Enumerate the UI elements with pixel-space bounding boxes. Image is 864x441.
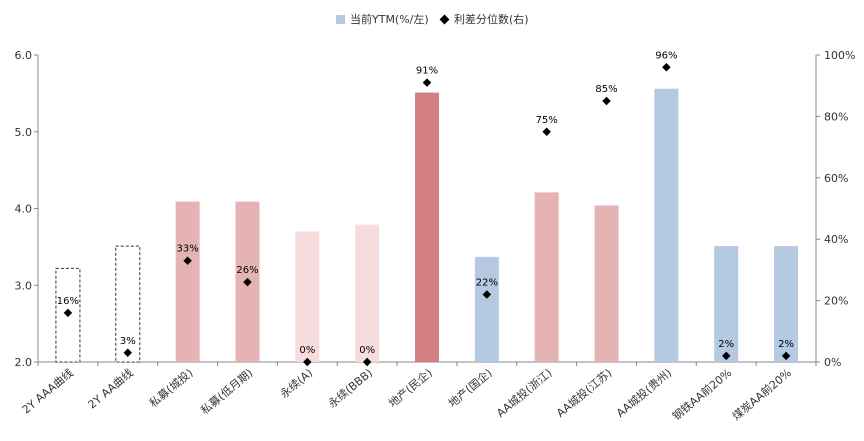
percentile-point (183, 256, 192, 265)
bars (55, 88, 799, 363)
bar (594, 205, 619, 362)
percentile-point (243, 277, 252, 287)
percentile-point (781, 351, 791, 361)
percentile-point (422, 78, 432, 87)
data-label: 33% (176, 244, 198, 255)
percentile-point (123, 348, 133, 358)
x-tick-label: 私募(低月期) (198, 366, 255, 417)
percentile-point (303, 357, 312, 367)
bar (295, 231, 320, 362)
percentile-point (721, 351, 731, 361)
data-label: 75% (536, 115, 558, 126)
data-label: 0% (359, 345, 375, 356)
x-tick-label: AA城投(江苏) (553, 366, 614, 420)
x-tick-label: 永续(A) (277, 366, 315, 401)
y-right-tick-label: 80% (824, 110, 848, 123)
x-tick-label: 私募(城投) (146, 366, 195, 411)
x-tick-label: AA城投(贵州) (613, 366, 674, 420)
legend-label-ytm: 当前YTM(%/左) (350, 12, 429, 26)
x-tick-label: 2Y AAA曲线 (19, 366, 76, 417)
bar (534, 192, 559, 362)
x-tick-label: AA城投(浙江) (494, 366, 555, 420)
bar (474, 256, 499, 362)
percentile-point (63, 308, 73, 318)
y-left-tick-label: 6.0 (15, 49, 33, 62)
x-tick-label: 地产(国企) (445, 366, 494, 411)
data-label: 85% (595, 84, 617, 95)
points: 16% 3% 33% 26% 0% 0% 91% 22% 75% 85% 96% 2% 2% (57, 50, 794, 367)
x-tick-label: 2Y AA曲线 (85, 366, 136, 412)
y-left-tick-label: 3.0 (15, 279, 33, 292)
x-tick-labels: 2Y AAA曲线 2Y AA曲线 私募(城投) 私募(低月期) 永续(A) 永续(BBB)… (19, 366, 794, 424)
data-label: 2% (718, 339, 734, 350)
y-right-tick-label: 100% (824, 49, 855, 62)
x-tick-label: 煤炭AA前20% (729, 366, 794, 424)
percentile-point (362, 357, 372, 367)
data-label: 91% (416, 66, 438, 77)
x-tick-label: 永续(BBB) (325, 366, 375, 411)
x-tick-label: 地产(民企) (386, 366, 435, 411)
data-label: 0% (299, 345, 315, 356)
legend-label-percentile: 利差分位数(右) (454, 12, 529, 26)
data-label: 96% (655, 50, 677, 61)
y-left-tick-label: 5.0 (15, 126, 33, 139)
y-right-tick-label: 40% (824, 233, 848, 246)
bar (714, 246, 739, 362)
y-left-tick-label: 4.0 (15, 203, 33, 216)
legend: 当前YTM(%/左) 利差分位数(右) (336, 12, 529, 26)
legend-marker-percentile (439, 14, 450, 25)
y-right-tick-label: 0% (824, 356, 841, 369)
bar (774, 246, 799, 362)
y-right-tick-label: 60% (824, 172, 848, 185)
legend-swatch-ytm (336, 15, 345, 24)
x-tick-label: 钢铁AA前20% (669, 366, 734, 424)
percentile-point (662, 63, 671, 72)
bar (654, 88, 679, 363)
data-label: 22% (476, 277, 498, 288)
bar (175, 201, 200, 362)
bar (355, 224, 380, 362)
bar (115, 245, 141, 363)
data-label: 3% (120, 336, 136, 347)
data-label: 26% (236, 265, 258, 276)
data-label: 2% (778, 339, 794, 350)
percentile-point (482, 290, 492, 299)
percentile-point (542, 127, 551, 136)
data-label: 16% (57, 296, 79, 307)
y-right-tick-label: 20% (824, 295, 848, 308)
bar (415, 92, 439, 363)
percentile-point (602, 96, 611, 106)
y-left-tick-label: 2.0 (15, 356, 33, 369)
axes: 2.0 3.0 4.0 5.0 6.0 0% 20% 40% 60% 80% 100% (15, 49, 856, 369)
